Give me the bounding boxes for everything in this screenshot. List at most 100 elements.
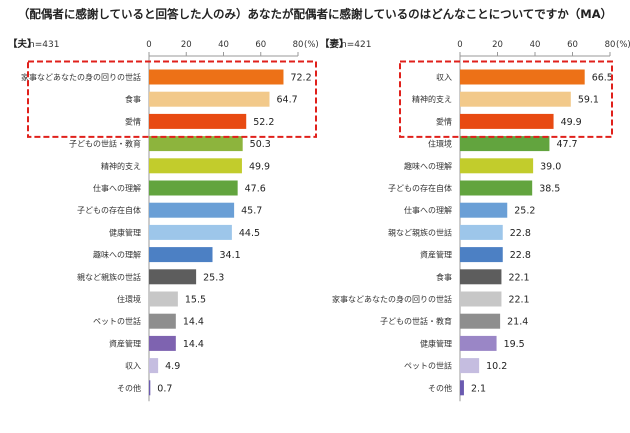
husband-bar (149, 380, 151, 396)
wife-category-label: 親など親族の世話 (388, 227, 452, 237)
wife-category-label: 資産管理 (420, 250, 452, 260)
husband-bar (149, 91, 270, 107)
wife-category-label: 精神的支え (412, 94, 452, 104)
wife-bar (460, 313, 501, 329)
wife-category-label: 住環境 (428, 139, 452, 149)
husband-category-label: 愛情 (125, 116, 141, 126)
husband-bar (149, 224, 232, 240)
wife-value-label: 10.2 (486, 361, 507, 372)
wife-category-label: 愛情 (436, 116, 452, 126)
wife-value-label: 47.7 (556, 139, 577, 150)
wife-bar (460, 180, 533, 196)
husband-category-label: 収入 (125, 361, 141, 371)
husband-category-label: 精神的支え (101, 161, 141, 171)
husband-value-label: 34.1 (220, 250, 241, 261)
husband-bar (149, 335, 176, 351)
wife-value-label: 39.0 (540, 161, 561, 172)
wife-bar (460, 69, 585, 85)
wife-value-label: 22.8 (510, 228, 531, 239)
husband-bar (149, 158, 242, 174)
husband-value-label: 25.3 (203, 272, 224, 283)
husband-bar (149, 113, 247, 129)
wife-category-label: 仕事への理解 (404, 205, 452, 215)
husband-unit-label: (%) (304, 40, 319, 50)
husband-value-label: 47.6 (245, 184, 266, 195)
husband-value-label: 15.5 (185, 295, 206, 306)
husband-panel-label: 【夫】 (8, 38, 37, 50)
husband-tick-label: 0 (146, 40, 151, 50)
husband-bar (149, 69, 284, 85)
husband-tick-label: 80 (293, 40, 304, 50)
husband-category-label: 食事 (125, 94, 141, 104)
wife-bar (460, 335, 497, 351)
husband-value-label: 72.2 (290, 73, 311, 84)
wife-bar (460, 91, 571, 107)
wife-value-label: 22.1 (508, 272, 529, 283)
husband-category-label: 仕事への理解 (93, 183, 141, 193)
wife-sample-size: n=421 (341, 40, 371, 50)
husband-value-label: 49.9 (249, 161, 270, 172)
husband-category-label: その他 (117, 383, 141, 393)
husband-category-label: 子どもの世話・教育 (69, 139, 141, 149)
wife-tick-label: 0 (457, 40, 462, 50)
wife-bar (460, 380, 464, 396)
husband-value-label: 0.7 (157, 383, 172, 394)
wife-bar (460, 247, 503, 263)
husband-value-label: 64.7 (277, 95, 298, 106)
wife-category-label: その他 (428, 383, 452, 393)
wife-value-label: 22.8 (510, 250, 531, 261)
husband-value-label: 14.4 (183, 317, 204, 328)
wife-bar (460, 158, 534, 174)
wife-category-label: 収入 (436, 72, 452, 82)
wife-category-label: 子どもの世話・教育 (380, 316, 452, 326)
wife-value-label: 49.9 (561, 117, 582, 128)
husband-value-label: 44.5 (239, 228, 260, 239)
husband-tick-label: 40 (218, 40, 229, 50)
wife-category-label: 趣味への理解 (404, 161, 452, 171)
wife-category-label: 子どもの存在自体 (388, 183, 452, 193)
wife-category-label: 食事 (436, 272, 452, 282)
wife-tick-label: 40 (530, 40, 541, 50)
wife-tick-label: 20 (492, 40, 503, 50)
husband-bar (149, 358, 159, 374)
wife-value-label: 25.2 (514, 206, 535, 217)
husband-bar (149, 291, 178, 307)
wife-bar (460, 269, 502, 285)
wife-value-label: 2.1 (471, 383, 486, 394)
wife-value-label: 22.1 (508, 295, 529, 306)
husband-category-label: 親など親族の世話 (77, 272, 141, 282)
wife-category-label: 健康管理 (420, 338, 452, 348)
wife-category-label: 家事などあなたの身の回りの世話 (332, 294, 452, 304)
husband-highlight-box (27, 60, 317, 138)
husband-category-label: 趣味への理解 (93, 250, 141, 260)
husband-bar (149, 247, 213, 263)
wife-bar (460, 358, 480, 374)
wife-value-label: 19.5 (504, 339, 525, 350)
husband-value-label: 50.3 (250, 139, 271, 150)
husband-bar (149, 313, 176, 329)
wife-value-label: 21.4 (507, 317, 528, 328)
wife-tick-label: 80 (605, 40, 616, 50)
wife-bar (460, 136, 550, 152)
husband-tick-label: 20 (181, 40, 192, 50)
wife-value-label: 59.1 (578, 95, 599, 106)
wife-bar (460, 113, 554, 129)
wife-value-label: 38.5 (539, 184, 560, 195)
husband-category-label: 子どもの存在自体 (77, 205, 141, 215)
husband-value-label: 45.7 (241, 206, 262, 217)
husband-tick-label: 60 (255, 40, 266, 50)
husband-sample-size: n=431 (29, 40, 59, 50)
wife-bar (460, 224, 503, 240)
wife-value-label: 66.5 (592, 73, 613, 84)
husband-category-label: ペットの世話 (93, 316, 141, 326)
husband-category-label: 家事などあなたの身の回りの世話 (21, 72, 141, 82)
husband-category-label: 住環境 (117, 294, 141, 304)
husband-value-label: 52.2 (253, 117, 274, 128)
husband-bar (149, 180, 238, 196)
husband-value-label: 4.9 (165, 361, 180, 372)
husband-category-label: 健康管理 (109, 227, 141, 237)
husband-value-label: 14.4 (183, 339, 204, 350)
husband-bar (149, 202, 235, 218)
husband-category-label: 資産管理 (109, 338, 141, 348)
